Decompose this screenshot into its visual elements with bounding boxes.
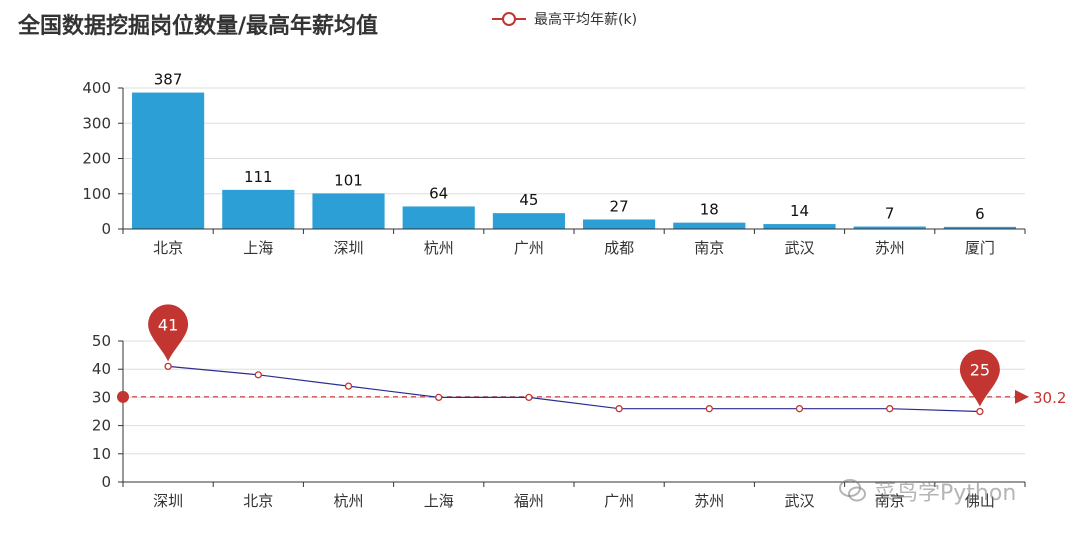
line-x-tick-label: 广州: [604, 492, 634, 510]
line-x-tick-label: 福州: [514, 492, 544, 510]
bar-data-label: 387: [154, 71, 183, 89]
bar-data-label: 45: [519, 191, 538, 209]
bar-data-label: 111: [244, 168, 273, 186]
line-x-tick-label: 佛山: [965, 492, 995, 510]
mark-point-pin: [959, 349, 1000, 407]
line-y-tick-label: 20: [92, 417, 111, 435]
bar: [763, 224, 836, 229]
bar: [492, 213, 565, 229]
bar: [312, 193, 385, 229]
watermark-text: 菜鸟学Python: [874, 481, 1017, 506]
legend[interactable]: 最高平均年薪(k): [492, 8, 637, 30]
line-y-tick-label: 0: [101, 473, 111, 491]
bar-y-tick-label: 400: [82, 79, 111, 97]
line-data-point: [705, 405, 713, 413]
line-x-tick-label: 杭州: [333, 492, 363, 510]
mark-point-pin: [148, 304, 189, 362]
bar-data-label: 14: [790, 202, 809, 220]
line-x-tick-label: 武汉: [784, 492, 814, 510]
average-mark-line-label: 30.2: [1033, 389, 1066, 407]
bar-data-label: 6: [975, 205, 985, 223]
bar-x-tick-label: 南京: [694, 239, 724, 257]
line-data-point: [886, 405, 894, 413]
mark-point-label: 41: [158, 315, 178, 334]
bar: [583, 219, 656, 229]
wechat-icon: [839, 479, 866, 502]
line-data-point: [525, 393, 533, 402]
line-data-point: [615, 405, 623, 413]
line-x-tick-label: 上海: [424, 492, 454, 510]
bar-data-label: 101: [334, 171, 363, 189]
line-y-tick-label: 30: [92, 388, 111, 406]
bar-data-label: 18: [700, 201, 719, 219]
line-x-tick-label: 南京: [875, 492, 905, 510]
bar-x-tick-label: 厦门: [965, 239, 995, 257]
bar-y-tick-label: 300: [82, 114, 111, 132]
bar-x-tick-label: 上海: [243, 239, 273, 257]
bar: [853, 226, 926, 229]
bar: [943, 226, 1016, 229]
bar-x-tick-label: 深圳: [333, 239, 363, 257]
line-x-tick-label: 深圳: [153, 492, 183, 510]
watermark: 菜鸟学Python: [838, 475, 1016, 507]
line-y-tick-label: 10: [92, 445, 111, 463]
bar: [132, 92, 205, 230]
line-data-point: [435, 393, 443, 402]
line-data-point: [795, 405, 804, 413]
legend-line-marker-icon: [492, 12, 526, 26]
mark-point-label: 25: [970, 361, 990, 380]
legend-label: 最高平均年薪(k): [534, 12, 638, 28]
line-y-tick-label: 40: [92, 360, 111, 378]
bar-x-tick-label: 杭州: [424, 239, 454, 257]
bar-y-tick-label: 0: [101, 220, 111, 238]
line-data-point: [344, 382, 353, 390]
line-x-tick-label: 北京: [243, 492, 273, 510]
average-mark-line-start: [117, 390, 129, 403]
line-x-tick-label: 苏州: [694, 492, 724, 510]
bar-y-tick-label: 200: [82, 150, 111, 168]
average-mark-line-arrow: [1015, 389, 1029, 404]
bar-x-tick-label: 武汉: [784, 239, 814, 257]
chart-title: 全国数据挖掘岗位数量/最高年薪均值: [18, 14, 379, 39]
line-y-tick-label: 50: [92, 332, 111, 350]
bar-data-label: 27: [610, 197, 629, 215]
bar: [673, 222, 746, 229]
line-data-point: [976, 407, 984, 416]
series-line: [168, 365, 980, 413]
line-data-point: [164, 362, 172, 371]
bar: [222, 189, 295, 229]
bar-x-tick-label: 广州: [514, 239, 544, 257]
bar-x-tick-label: 北京: [153, 239, 183, 257]
bar-data-label: 7: [885, 205, 895, 223]
bar-data-label: 64: [429, 184, 448, 202]
bar-x-tick-label: 苏州: [875, 239, 905, 257]
line-data-point: [254, 371, 262, 379]
bar: [402, 206, 475, 229]
bar-y-tick-label: 100: [82, 185, 111, 203]
bar-x-tick-label: 成都: [604, 239, 634, 257]
